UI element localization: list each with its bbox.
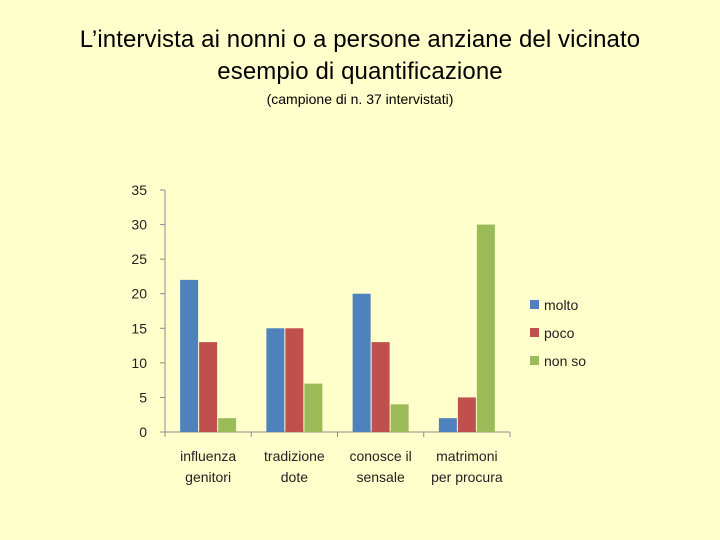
category-label: influenza	[180, 448, 236, 464]
bar-non-so	[304, 383, 323, 432]
bar-poco	[285, 328, 304, 432]
y-tick-label: 5	[139, 389, 147, 405]
category-label: conosce il	[349, 448, 411, 464]
y-tick-label: 15	[131, 320, 147, 336]
category-label: dote	[281, 469, 308, 485]
legend-label: poco	[544, 325, 575, 341]
category-label: per procura	[431, 469, 503, 485]
bar-molto	[352, 293, 371, 432]
y-tick-label: 30	[131, 217, 147, 233]
y-tick-label: 10	[131, 355, 147, 371]
bar-molto	[180, 279, 199, 432]
category-label: matrimoni	[436, 448, 497, 464]
bar-poco	[371, 342, 390, 432]
bar-poco	[199, 342, 218, 432]
category-label: tradizione	[264, 448, 325, 464]
chart-title-line-1: L’intervista ai nonni o a persone anzian…	[79, 26, 641, 53]
chart-title-line-2: esempio di quantificazione	[217, 58, 503, 85]
bar-molto	[266, 328, 285, 432]
category-label: sensale	[356, 469, 404, 485]
bar-non-so	[390, 404, 409, 432]
legend-label: non so	[544, 353, 586, 369]
y-tick-label: 35	[131, 182, 147, 198]
legend-swatch	[530, 300, 539, 309]
y-tick-label: 25	[131, 251, 147, 267]
bar-molto	[438, 418, 457, 432]
legend-label: molto	[544, 297, 578, 313]
y-tick-label: 20	[131, 286, 147, 302]
bar-non-so	[476, 224, 495, 432]
title-block: L’intervista ai nonni o a persone anzian…	[0, 24, 720, 108]
category-label: genitori	[185, 469, 231, 485]
legend-swatch	[530, 356, 539, 365]
chart-subtitle: (campione di n. 37 intervistati)	[266, 91, 454, 107]
y-tick-label: 0	[139, 424, 147, 440]
bar-poco	[457, 397, 476, 432]
legend-swatch	[530, 328, 539, 337]
bar-non-so	[218, 418, 237, 432]
